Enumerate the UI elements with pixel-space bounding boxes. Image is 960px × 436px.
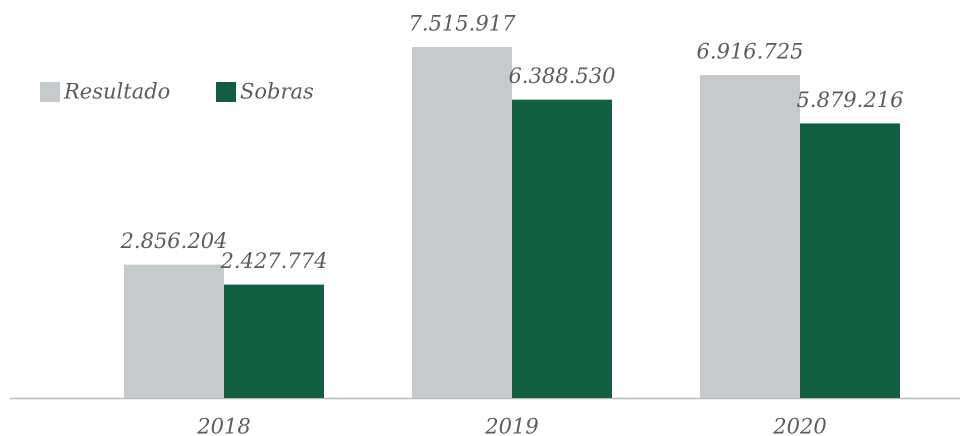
bar [124, 264, 224, 398]
x-tick-label: 2018 [196, 415, 250, 436]
legend-label: Resultado [63, 80, 170, 104]
bar [512, 99, 612, 399]
value-label: 6.388.530 [509, 64, 616, 88]
bar [700, 74, 800, 399]
x-tick-label: 2019 [484, 415, 538, 436]
bar [800, 123, 900, 398]
value-label: 2.427.774 [220, 249, 328, 273]
value-label: 2.856.204 [120, 229, 228, 253]
legend-label: Sobras [240, 80, 314, 104]
bar [412, 47, 512, 398]
value-label: 7.515.917 [409, 12, 517, 36]
x-tick-label: 2020 [772, 415, 826, 436]
legend-swatch [40, 82, 60, 102]
value-label: 5.879.216 [797, 88, 904, 112]
value-label: 6.916.725 [697, 39, 804, 63]
bar [224, 284, 324, 398]
legend-swatch [216, 82, 236, 102]
